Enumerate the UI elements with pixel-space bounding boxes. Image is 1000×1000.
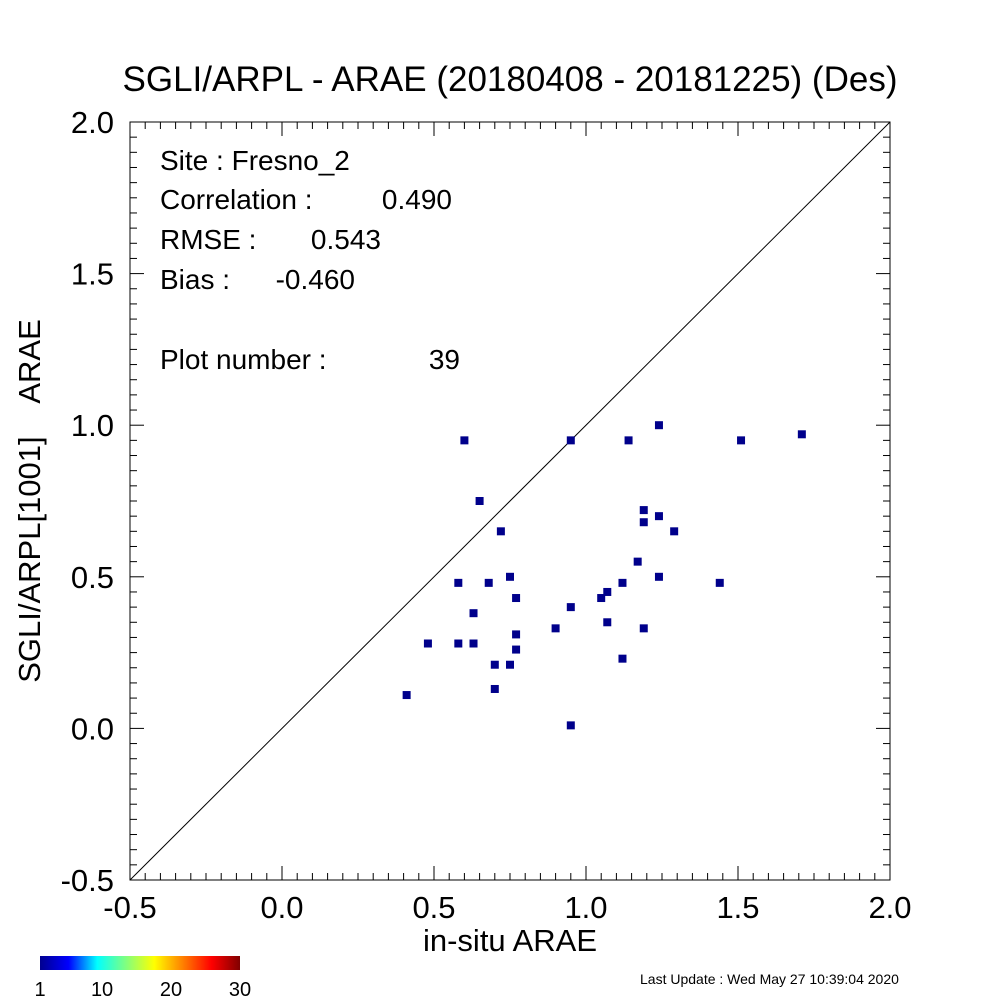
one-to-one-line xyxy=(129,121,891,881)
data-point xyxy=(506,660,514,669)
bias-label: Bias : xyxy=(160,264,230,295)
y-tick-label: 1.5 xyxy=(71,257,114,292)
y-tick-labels: -0.5 0.0 0.5 1.0 1.5 2.0 xyxy=(61,105,114,898)
data-point xyxy=(551,624,560,633)
data-point xyxy=(512,594,521,603)
data-point xyxy=(797,430,806,439)
data-point xyxy=(618,578,627,587)
rmse-value: 0.543 xyxy=(311,224,381,255)
y-tick-label: 0.0 xyxy=(71,711,114,746)
data-point xyxy=(423,639,432,648)
colorbar-tick-label: 30 xyxy=(229,979,251,1000)
chart-title: SGLI/ARPL - ARAE (20180408 - 20181225) (… xyxy=(123,60,898,99)
data-point xyxy=(469,639,478,648)
data-point xyxy=(490,684,499,693)
bias-value: -0.460 xyxy=(276,264,355,295)
data-point xyxy=(402,691,411,700)
y-tick-label: 1.0 xyxy=(71,408,114,443)
data-point xyxy=(454,639,463,648)
data-point xyxy=(715,578,724,587)
site-text: Site : Fresno_2 xyxy=(160,145,350,176)
x-tick-label: -0.5 xyxy=(103,890,156,925)
colorbar xyxy=(40,956,240,970)
last-update-text: Last Update : Wed May 27 10:39:04 2020 xyxy=(640,971,899,987)
correlation-value: 0.490 xyxy=(382,184,452,215)
data-point xyxy=(475,497,484,505)
x-tick-labels: -0.5 0.0 0.5 1.0 1.5 2.0 xyxy=(103,890,911,925)
data-point xyxy=(633,557,642,566)
data-point xyxy=(496,527,505,536)
colorbar-tick-label: 1 xyxy=(34,979,45,1000)
data-point xyxy=(512,645,521,654)
plot-number-value: 39 xyxy=(429,344,460,375)
data-point xyxy=(490,660,499,669)
plot-number-label: Plot number : xyxy=(160,344,327,375)
data-point xyxy=(460,436,469,445)
stats-annotation: Site : Fresno_2 Correlation : 0.490 RMSE… xyxy=(160,145,460,375)
data-point xyxy=(566,721,575,730)
data-point xyxy=(639,506,648,515)
data-point xyxy=(737,436,746,445)
data-point xyxy=(624,436,633,445)
y-axis-label: SGLI/ARPL[1001] ARAE xyxy=(12,319,47,683)
data-point xyxy=(484,578,493,587)
x-tick-label: 0.5 xyxy=(412,890,455,925)
axis-ticks xyxy=(129,121,891,881)
data-point xyxy=(603,587,612,596)
colorbar-tick-label: 10 xyxy=(91,979,113,1000)
data-point xyxy=(597,594,606,603)
data-point xyxy=(654,572,663,581)
data-points xyxy=(402,421,806,730)
x-axis-label: in-situ ARAE xyxy=(423,923,597,958)
data-point xyxy=(639,518,648,527)
x-tick-label: 1.5 xyxy=(716,890,759,925)
data-point xyxy=(654,421,663,430)
y-tick-label: 2.0 xyxy=(71,105,114,140)
y-tick-label: -0.5 xyxy=(61,863,114,898)
colorbar-labels: 1 10 20 30 xyxy=(34,979,251,1000)
x-tick-label: 2.0 xyxy=(868,890,911,925)
data-point xyxy=(654,512,663,521)
y-tick-label: 0.5 xyxy=(71,560,114,595)
data-point xyxy=(566,436,575,445)
data-point xyxy=(639,624,648,633)
rmse-label: RMSE : xyxy=(160,224,256,255)
x-tick-label: 1.0 xyxy=(564,890,607,925)
data-point xyxy=(454,578,463,587)
data-point xyxy=(603,618,612,627)
x-tick-label: 0.0 xyxy=(260,890,303,925)
data-point xyxy=(670,527,679,536)
data-point xyxy=(512,630,521,639)
data-point xyxy=(618,654,627,663)
data-point xyxy=(469,609,478,618)
data-point xyxy=(566,603,575,612)
colorbar-tick-label: 20 xyxy=(160,979,182,1000)
correlation-label: Correlation : xyxy=(160,184,313,215)
data-point xyxy=(506,572,514,581)
